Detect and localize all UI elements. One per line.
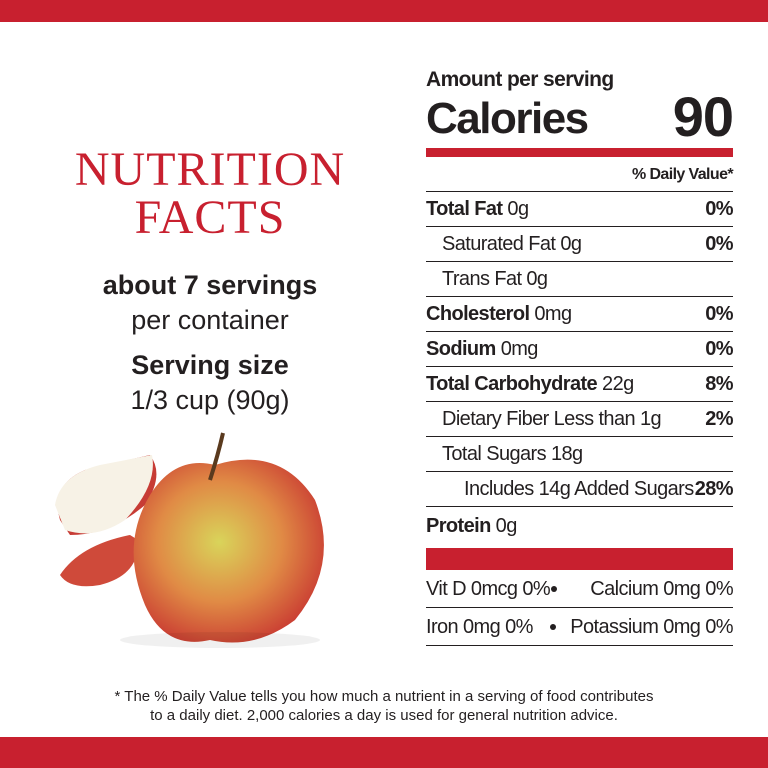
nutrient-row: Includes 14g Added Sugars 28%	[426, 472, 734, 507]
nutrient-name: Total Carbohydrate	[426, 373, 598, 395]
nutrient-name: Cholesterol	[426, 303, 530, 325]
title: NUTRITION	[74, 143, 346, 196]
nutrient-name: Saturated Fat	[442, 233, 556, 255]
nutrient-row: Cholesterol 0mg 0%	[426, 297, 734, 332]
thick-rule	[426, 548, 733, 570]
nutrient-row: Sodium 0mg 0%	[426, 332, 734, 367]
nutrient-amount: Less than 1g	[553, 408, 662, 430]
vitamin: Potassium 0mg 0%	[570, 616, 733, 638]
nutrient-row: Dietary Fiber Less than 1g 2%	[426, 402, 734, 437]
nutrient-name: Total Sugars	[442, 443, 547, 465]
serving-size-label: Serving size	[131, 350, 289, 380]
nutrient-amount: 18g	[550, 443, 583, 465]
servings: about 7 servings	[102, 270, 318, 300]
nutrient-name: Protein	[426, 515, 491, 537]
daily-value: 2%	[705, 408, 733, 430]
daily-value: 0%	[705, 198, 733, 220]
nutrient-row: Total Sugars 18g	[426, 437, 733, 472]
title: FACTS	[134, 191, 286, 244]
nutrient-amount: 0g	[495, 515, 518, 537]
daily-value: 0%	[705, 303, 733, 325]
vitamin: Calcium 0mg 0%	[590, 578, 733, 600]
nutrient-row: Saturated Fat 0g 0%	[426, 227, 734, 262]
daily-value: 28%	[694, 478, 734, 500]
daily-value-header: % Daily Value*	[426, 157, 734, 192]
nutrient-amount: 0mg	[500, 338, 539, 360]
daily-value: 0%	[705, 338, 733, 360]
nutrient-row: Total Carbohydrate 22g 8%	[426, 367, 734, 402]
vitamin-row: Iron 0mg 0% Potassium 0mg 0%	[426, 608, 734, 646]
vitamin-row: Vit D 0mcg 0% Calcium 0mg 0%	[426, 570, 734, 608]
bullet	[550, 624, 556, 630]
daily-value: 0%	[705, 233, 733, 255]
nutrient-row: Total Fat 0g 0%	[426, 192, 734, 227]
nutrient-name: Total Fat	[426, 198, 503, 220]
servings-unit: per container	[131, 305, 289, 335]
nutrient-name: Dietary Fiber	[442, 408, 549, 430]
footnote: to a daily diet. 2,000 calories a day is…	[150, 707, 618, 724]
apple-illustration	[55, 432, 324, 648]
nutrient-amount: 0g	[560, 233, 582, 255]
nutrient-name: Sodium	[426, 338, 496, 360]
nutrient-amount: 22g	[602, 373, 634, 395]
nutrient-row: Protein 0g	[426, 509, 733, 544]
nutrient-amount: 0g	[507, 198, 529, 220]
daily-value: 8%	[705, 373, 733, 395]
bullet	[551, 586, 557, 592]
footnote: * The % Daily Value tells you how much a…	[114, 688, 654, 705]
nutrient-name: Includes 14g Added Sugars	[464, 478, 694, 500]
nutrient-amount: 0g	[526, 268, 548, 290]
vitamin: Vit D 0mcg 0%	[426, 578, 551, 600]
thick-rule	[426, 148, 733, 157]
calories-value: 90	[672, 85, 734, 148]
nutrient-row: Trans Fat 0g	[426, 262, 733, 297]
nutrient-amount: 0mg	[534, 303, 572, 325]
nutrient-name: Trans Fat	[442, 268, 522, 290]
vitamin: Iron 0mg 0%	[426, 616, 533, 638]
serving-size: 1/3 cup (90g)	[130, 385, 290, 415]
calories-label: Calories	[426, 94, 589, 143]
amount-per-serving: Amount per serving	[426, 68, 614, 91]
top-bar	[0, 0, 768, 22]
bottom-bar	[0, 737, 768, 768]
